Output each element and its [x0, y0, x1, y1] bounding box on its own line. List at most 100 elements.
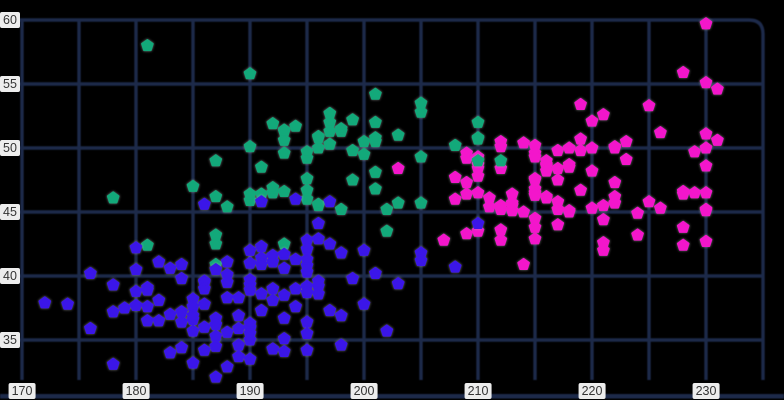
- data-point: [334, 122, 348, 135]
- data-point: [460, 187, 473, 200]
- data-point: [175, 341, 188, 354]
- data-point: [300, 172, 314, 185]
- data-point: [255, 257, 268, 271]
- data-point: [266, 282, 280, 295]
- data-point: [163, 307, 177, 320]
- data-point: [300, 192, 314, 205]
- data-point: [346, 113, 359, 126]
- data-point: [699, 127, 713, 140]
- data-point: [437, 233, 451, 246]
- data-point: [243, 140, 257, 153]
- plot-border-line: [0, 18, 765, 380]
- data-point: [277, 123, 291, 136]
- data-point: [471, 131, 485, 144]
- data-point: [300, 183, 314, 196]
- data-point: [471, 169, 485, 182]
- data-point: [243, 243, 257, 256]
- data-point: [597, 236, 610, 249]
- x-tick-label: 180: [122, 383, 150, 399]
- data-point: [540, 190, 553, 203]
- data-point: [220, 255, 234, 268]
- series-green: [106, 39, 508, 271]
- x-tick-label: 200: [350, 383, 378, 399]
- data-point: [699, 159, 713, 172]
- data-point: [540, 164, 553, 177]
- data-point: [277, 146, 291, 159]
- data-point: [220, 325, 234, 338]
- data-point: [414, 105, 428, 118]
- data-point: [300, 252, 314, 265]
- data-point: [209, 190, 223, 203]
- data-point: [323, 115, 337, 128]
- data-point: [494, 199, 508, 212]
- data-point: [209, 318, 223, 331]
- data-point: [699, 186, 713, 199]
- data-point: [585, 114, 599, 127]
- data-point: [676, 220, 690, 233]
- data-point: [84, 266, 97, 279]
- data-point: [357, 297, 371, 310]
- data-point: [106, 305, 120, 318]
- data-point: [585, 164, 599, 177]
- data-point: [163, 261, 177, 274]
- data-point: [266, 248, 280, 262]
- data-point: [346, 143, 359, 157]
- data-point: [243, 327, 257, 340]
- data-point: [323, 195, 337, 208]
- data-point: [551, 218, 565, 231]
- data-point: [312, 197, 325, 210]
- data-point: [608, 196, 622, 209]
- data-point: [266, 181, 280, 194]
- data-point: [369, 266, 382, 279]
- data-point: [243, 316, 257, 329]
- data-point: [346, 173, 359, 186]
- data-point: [699, 76, 713, 89]
- data-point: [312, 232, 325, 245]
- data-point: [323, 124, 337, 137]
- x-tick-label: 230: [692, 383, 720, 399]
- data-point: [129, 284, 143, 297]
- data-point: [334, 309, 348, 322]
- data-point: [699, 141, 713, 154]
- data-point: [175, 315, 188, 328]
- data-point: [528, 232, 542, 245]
- y-tick-label: 45: [0, 204, 20, 220]
- data-point: [688, 186, 701, 199]
- data-point: [129, 263, 143, 276]
- data-point: [277, 344, 291, 358]
- data-point: [232, 309, 245, 322]
- data-point: [266, 117, 280, 130]
- data-point: [619, 152, 633, 166]
- data-point: [175, 257, 188, 271]
- data-point: [186, 179, 200, 192]
- data-point: [209, 370, 223, 383]
- data-point: [209, 154, 223, 167]
- data-point: [209, 237, 223, 250]
- data-point: [38, 296, 52, 309]
- data-point: [369, 115, 382, 128]
- data-point: [654, 126, 667, 139]
- data-point: [323, 303, 337, 317]
- data-point: [129, 298, 143, 311]
- data-point: [312, 141, 325, 154]
- data-point: [289, 252, 302, 265]
- data-point: [255, 160, 268, 173]
- data-point: [198, 297, 211, 310]
- data-point: [243, 283, 257, 296]
- data-point: [300, 145, 314, 158]
- data-point: [289, 300, 302, 313]
- data-point: [619, 135, 633, 148]
- data-point: [369, 87, 382, 100]
- data-point: [676, 65, 690, 79]
- data-point: [448, 170, 462, 183]
- data-point: [551, 161, 565, 175]
- data-point: [186, 309, 200, 322]
- plot-border: [0, 18, 784, 399]
- data-point: [198, 197, 211, 210]
- y-tick-label: 35: [0, 332, 20, 348]
- data-point: [517, 257, 530, 271]
- data-point: [380, 224, 394, 237]
- data-point: [289, 282, 302, 295]
- data-point: [357, 243, 371, 256]
